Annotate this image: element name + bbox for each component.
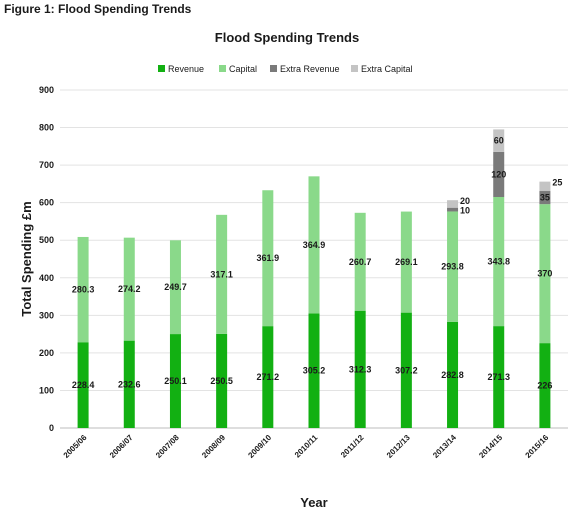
- x-tick-label: 2007/08: [154, 433, 181, 460]
- x-tick-label: 2015/16: [524, 433, 551, 460]
- bar-segment-revenue: [216, 333, 228, 428]
- bar-segment-capital: [123, 237, 135, 341]
- data-label: 25: [552, 178, 562, 188]
- legend-entry: Capital: [229, 64, 257, 74]
- bar-segment-extra-capital: [447, 200, 459, 208]
- data-label: 370: [537, 269, 552, 279]
- data-label: 317.1: [210, 269, 233, 279]
- x-tick-label: 2013/14: [431, 433, 458, 460]
- bar-segment-revenue: [354, 310, 366, 428]
- bar-segment-revenue: [493, 326, 505, 428]
- bar-segment-revenue: [539, 343, 551, 428]
- legend-swatch: [158, 65, 165, 72]
- x-tick-label: 2011/12: [339, 433, 366, 460]
- legend-swatch: [219, 65, 226, 72]
- y-tick-label: 400: [39, 273, 54, 283]
- data-label: 274.2: [118, 284, 141, 294]
- y-tick-label: 600: [39, 198, 54, 208]
- data-label: 120: [491, 169, 506, 179]
- bar-segment-capital: [400, 211, 412, 313]
- legend-entry: Revenue: [168, 64, 204, 74]
- data-label: 305.2: [303, 366, 326, 376]
- data-label: 35: [540, 193, 550, 203]
- bar-segment-revenue: [169, 334, 181, 428]
- x-tick-label: 2010/11: [293, 433, 320, 460]
- bar-segment-capital: [354, 212, 366, 311]
- data-label: 271.2: [257, 372, 280, 382]
- legend-swatch: [351, 65, 358, 72]
- bar-segment-extra-revenue: [539, 191, 551, 205]
- data-label: 269.1: [395, 257, 418, 267]
- y-tick-label: 700: [39, 160, 54, 170]
- bar-segment-extra-capital: [539, 181, 551, 192]
- bar-segment-revenue: [262, 326, 274, 428]
- bar-segment-revenue: [400, 312, 412, 428]
- data-label: 20: [460, 196, 470, 206]
- data-label: 307.2: [395, 365, 418, 375]
- bar-segment-revenue: [77, 342, 89, 428]
- x-tick-label: 2009/10: [246, 433, 273, 460]
- y-tick-label: 800: [39, 123, 54, 133]
- y-tick-label: 300: [39, 310, 54, 320]
- data-label: 250.5: [210, 376, 233, 386]
- figure-caption: Figure 1: Flood Spending Trends: [4, 2, 192, 16]
- y-axis-label: Total Spending £m: [19, 201, 34, 316]
- y-tick-label: 100: [39, 385, 54, 395]
- bar-segment-extra-capital: [493, 129, 505, 152]
- data-label: 312.3: [349, 364, 372, 374]
- legend: Revenue Capital Extra Revenue Extra Capital: [158, 64, 413, 74]
- bars: [77, 129, 551, 428]
- data-label: 271.3: [487, 372, 510, 382]
- legend-entry: Extra Capital: [361, 64, 413, 74]
- data-label: 226: [537, 381, 552, 391]
- x-axis-ticks: 2005/06 2006/07 2007/08 2008/09 2009/10 2010/…: [62, 433, 551, 460]
- x-tick-label: 2008/09: [200, 433, 227, 460]
- x-axis-label: Year: [300, 495, 327, 510]
- y-tick-label: 200: [39, 348, 54, 358]
- data-labels: 228.4 280.3 232.6 274.2 250.1 249.7 250.5 317.1…: [72, 136, 563, 391]
- x-tick-label: 2012/13: [385, 433, 412, 460]
- data-label: 232.6: [118, 379, 141, 389]
- data-label: 282.8: [441, 370, 464, 380]
- bar-segment-revenue: [447, 321, 459, 428]
- data-label: 60: [494, 136, 504, 146]
- bar-segment-capital: [77, 236, 89, 343]
- data-label: 249.7: [164, 282, 187, 292]
- bar-segment-revenue: [123, 340, 135, 428]
- bar-segment-capital: [308, 176, 320, 314]
- data-label: 280.3: [72, 285, 95, 295]
- data-label: 364.9: [303, 240, 326, 250]
- y-tick-label: 900: [39, 85, 54, 95]
- bar-segment-capital: [169, 240, 181, 335]
- bar-segment-capital: [493, 196, 505, 327]
- chart-title: Flood Spending Trends: [215, 30, 359, 45]
- bar-segment-extra-revenue: [493, 151, 505, 197]
- bar-segment-revenue: [308, 313, 320, 428]
- data-label: 293.8: [441, 262, 464, 272]
- bar-segment-capital: [216, 214, 228, 334]
- bar-segment-capital: [262, 190, 274, 327]
- x-tick-label: 2014/15: [477, 433, 504, 460]
- data-label: 361.9: [257, 253, 280, 263]
- data-label: 343.8: [487, 257, 510, 267]
- x-tick-label: 2005/06: [62, 433, 89, 460]
- data-label: 250.1: [164, 376, 187, 386]
- y-tick-label: 0: [49, 423, 54, 433]
- bar-segment-capital: [539, 204, 551, 344]
- data-label: 260.7: [349, 257, 372, 267]
- bar-segment-extra-revenue: [447, 207, 459, 212]
- y-axis-ticks: 0 100 200 300 400 500 600 700 800 900: [39, 85, 54, 433]
- data-label: 10: [460, 205, 470, 215]
- x-tick-label: 2006/07: [108, 433, 135, 460]
- data-label: 228.4: [72, 380, 95, 390]
- legend-swatch: [270, 65, 277, 72]
- y-tick-label: 500: [39, 235, 54, 245]
- bar-segment-capital: [447, 211, 459, 322]
- legend-entry: Extra Revenue: [280, 64, 340, 74]
